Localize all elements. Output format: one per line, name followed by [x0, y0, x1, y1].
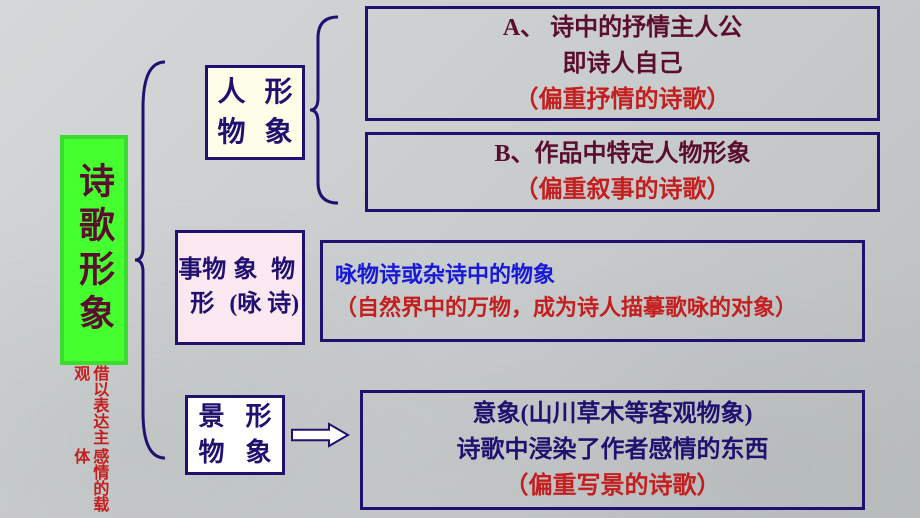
detail-line: 咏物诗或杂诗中的物象: [335, 258, 850, 291]
category-node: 人物形象: [205, 65, 305, 160]
detail-line: （偏重抒情的诗歌）: [380, 82, 865, 118]
detail-node: A、 诗中的抒情主人公即诗人自己（偏重抒情的诗歌）: [365, 6, 880, 121]
detail-line: A、 诗中的抒情主人公: [380, 10, 865, 46]
detail-line: （偏重写景的诗歌）: [375, 468, 850, 504]
root-label: 诗歌形象: [68, 162, 120, 338]
root-subtitle: 借以表达主观感情的载体: [70, 365, 108, 518]
category-node: 事物形象(咏物诗): [175, 230, 305, 345]
category-node: 景物形象: [185, 395, 285, 475]
detail-line: B、作品中特定人物形象: [380, 136, 865, 172]
detail-line: 诗歌中浸染了作者感情的东西: [375, 432, 850, 468]
root-node: 诗歌形象: [60, 135, 128, 365]
detail-node: B、作品中特定人物形象（偏重叙事的诗歌）: [365, 132, 880, 212]
detail-line: 意象(山川草木等客观物象): [375, 396, 850, 432]
detail-node: 意象(山川草木等客观物象)诗歌中浸染了作者感情的东西（偏重写景的诗歌）: [360, 390, 865, 510]
detail-line: （自然界中的万物，成为诗人描摹歌咏的对象）: [335, 291, 850, 324]
detail-line: 即诗人自己: [380, 46, 865, 82]
detail-node: 咏物诗或杂诗中的物象（自然界中的万物，成为诗人描摹歌咏的对象）: [320, 240, 865, 342]
detail-line: （偏重叙事的诗歌）: [380, 172, 865, 208]
